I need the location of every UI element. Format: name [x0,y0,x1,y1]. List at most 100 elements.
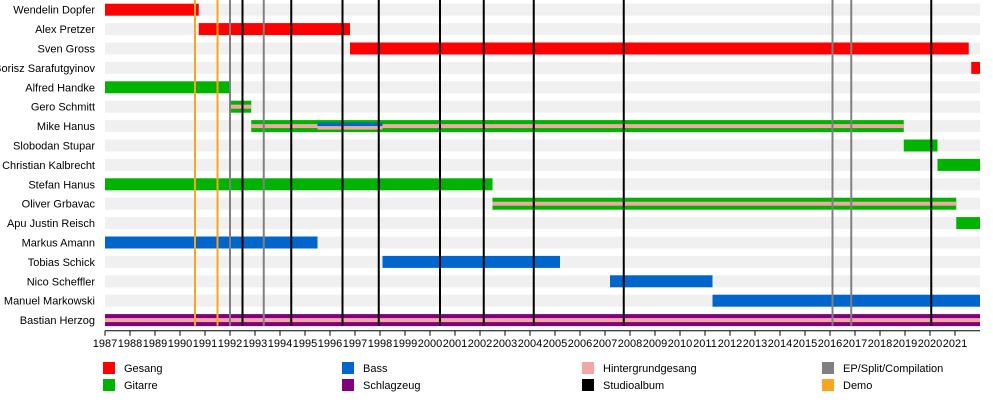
x-tick-label-2016: 2016 [818,338,842,350]
legend-label-studioalbum: Studioalbum [603,380,664,392]
x-tick-label-1994: 1994 [268,338,292,350]
legend-swatch-gitarre [103,379,115,391]
legend-swatch-hintergrundgesang [582,362,594,374]
bar-alfred-handke-0 [105,81,230,94]
bar-markus-amann-0 [105,236,318,249]
legend-swatch-bass [342,362,354,374]
x-tick-label-2002: 2002 [468,338,492,350]
legend-swatch-ep-split-compilation [822,362,834,374]
legend: Gesang Gitarre Bass Schlagzeug Hintergrundge… [103,362,943,392]
bar-slobodan-stupar-0 [903,139,938,152]
bar-borisz-sarafutgyinov-0 [971,61,980,74]
row-stripe-christian-kalbrecht [105,158,980,171]
legend-swatch-demo [822,379,834,391]
x-tick-label-2005: 2005 [543,338,567,350]
bar-nico-scheffler-0 [610,275,713,288]
x-tick-label-1991: 1991 [193,338,217,350]
row-stripe-alex-pretzer [105,23,980,36]
row-stripe-wendelin-dopfer [105,3,980,16]
x-tick-label-1997: 1997 [343,338,367,350]
x-axis: 1987 1988 1989 1990 1991 1992 1993 1994 1995 1996… [93,330,980,350]
x-tick-label-2000: 2000 [418,338,442,350]
x-tick-label-2021: 2021 [943,338,967,350]
x-tick-label-2018: 2018 [868,338,892,350]
bar-sven-gross-0 [350,42,969,55]
bar-mike-hanus-1-bass [317,122,383,127]
bar-christian-kalbrecht-0 [937,158,980,171]
member-label-borisz-sarafutgyinov: Borisz Sarafutgyinov [0,63,95,75]
member-label-stefan-hanus: Stefan Hanus [28,179,95,191]
x-tick-label-2008: 2008 [618,338,642,350]
x-tick-label-1999: 1999 [393,338,417,350]
bar-apu-justin-reisch-0 [956,217,980,230]
bar-manuel-markowski-0 [712,294,980,307]
member-label-gero-schmitt: Gero Schmitt [31,102,95,114]
row-stripe-gero-schmitt [105,100,980,113]
legend-label-gitarre: Gitarre [124,380,158,392]
bar-mike-hanus-1-hintergrundgesang [317,126,383,130]
x-tick-label-2015: 2015 [793,338,817,350]
x-tick-label-1990: 1990 [168,338,192,350]
x-tick-label-2003: 2003 [493,338,517,350]
bar-oliver-grbavac-0-hintergrundgesang [492,201,957,206]
member-label-bastian-herzog: Bastian Herzog [20,315,95,327]
x-tick-label-2020: 2020 [918,338,942,350]
x-tick-label-1995: 1995 [293,338,317,350]
legend-label-hintergrundgesang: Hintergrundgesang [603,363,697,375]
legend-swatch-gesang [103,362,115,374]
x-tick-label-2012: 2012 [718,338,742,350]
row-stripe-alfred-handke [105,81,980,94]
member-label-tobias-schick: Tobias Schick [28,257,96,269]
legend-label-bass: Bass [363,363,388,375]
x-tick-label-2004: 2004 [518,338,542,350]
bar-gero-schmitt-0-hintergrundgesang [230,104,252,109]
bar-mike-hanus-0-hintergrundgesang [251,124,318,129]
x-tick-label-2010: 2010 [668,338,692,350]
x-tick-label-2013: 2013 [743,338,767,350]
x-tick-label-1998: 1998 [368,338,392,350]
bar-bastian-herzog-0-hintergrundgesang [105,318,980,323]
member-label-christian-kalbrecht: Christian Kalbrecht [2,160,95,172]
x-tick-label-2009: 2009 [643,338,667,350]
x-tick-label-2001: 2001 [443,338,467,350]
bar-mike-hanus-2-hintergrundgesang [382,124,904,129]
member-label-slobodan-stupar: Slobodan Stupar [13,141,95,153]
member-label-markus-amann: Markus Amann [22,238,95,250]
bar-alex-pretzer-0 [198,23,350,36]
x-tick-label-1988: 1988 [118,338,142,350]
row-stripe-borisz-sarafutgyinov [105,61,980,74]
member-label-wendelin-dopfer: Wendelin Dopfer [13,5,95,17]
release-lines [194,0,933,326]
row-stripe-slobodan-stupar [105,139,980,152]
legend-label-ep-split-compilation: EP/Split/Compilation [843,363,943,375]
x-tick-label-1993: 1993 [243,338,267,350]
member-label-alex-pretzer: Alex Pretzer [35,24,95,36]
member-label-mike-hanus: Mike Hanus [37,121,96,133]
x-tick-label-1989: 1989 [143,338,167,350]
member-label-alfred-handke: Alfred Handke [25,82,95,94]
x-tick-label-2011: 2011 [693,338,717,350]
legend-swatch-schlagzeug [342,379,354,391]
legend-swatch-studioalbum [582,379,594,391]
legend-label-gesang: Gesang [124,363,163,375]
row-stripe-nico-scheffler [105,275,980,288]
x-tick-label-2014: 2014 [768,338,792,350]
x-tick-label-1992: 1992 [218,338,242,350]
legend-label-schlagzeug: Schlagzeug [363,380,421,392]
member-label-nico-scheffler: Nico Scheffler [27,276,96,288]
x-tick-label-2006: 2006 [568,338,592,350]
x-tick-label-2019: 2019 [893,338,917,350]
x-tick-label-1987: 1987 [93,338,117,350]
bar-stefan-hanus-0 [105,178,493,191]
x-tick-label-2007: 2007 [593,338,617,350]
bar-tobias-schick-0 [382,255,560,268]
row-stripe-apu-justin-reisch [105,217,980,230]
x-tick-label-1996: 1996 [318,338,342,350]
bar-wendelin-dopfer-0 [105,3,199,16]
member-label-manuel-markowski: Manuel Markowski [4,296,95,308]
member-label-apu-justin-reisch: Apu Justin Reisch [7,218,95,230]
member-label-sven-gross: Sven Gross [38,44,96,56]
row-stripe-markus-amann [105,236,980,249]
x-tick-label-2017: 2017 [843,338,867,350]
